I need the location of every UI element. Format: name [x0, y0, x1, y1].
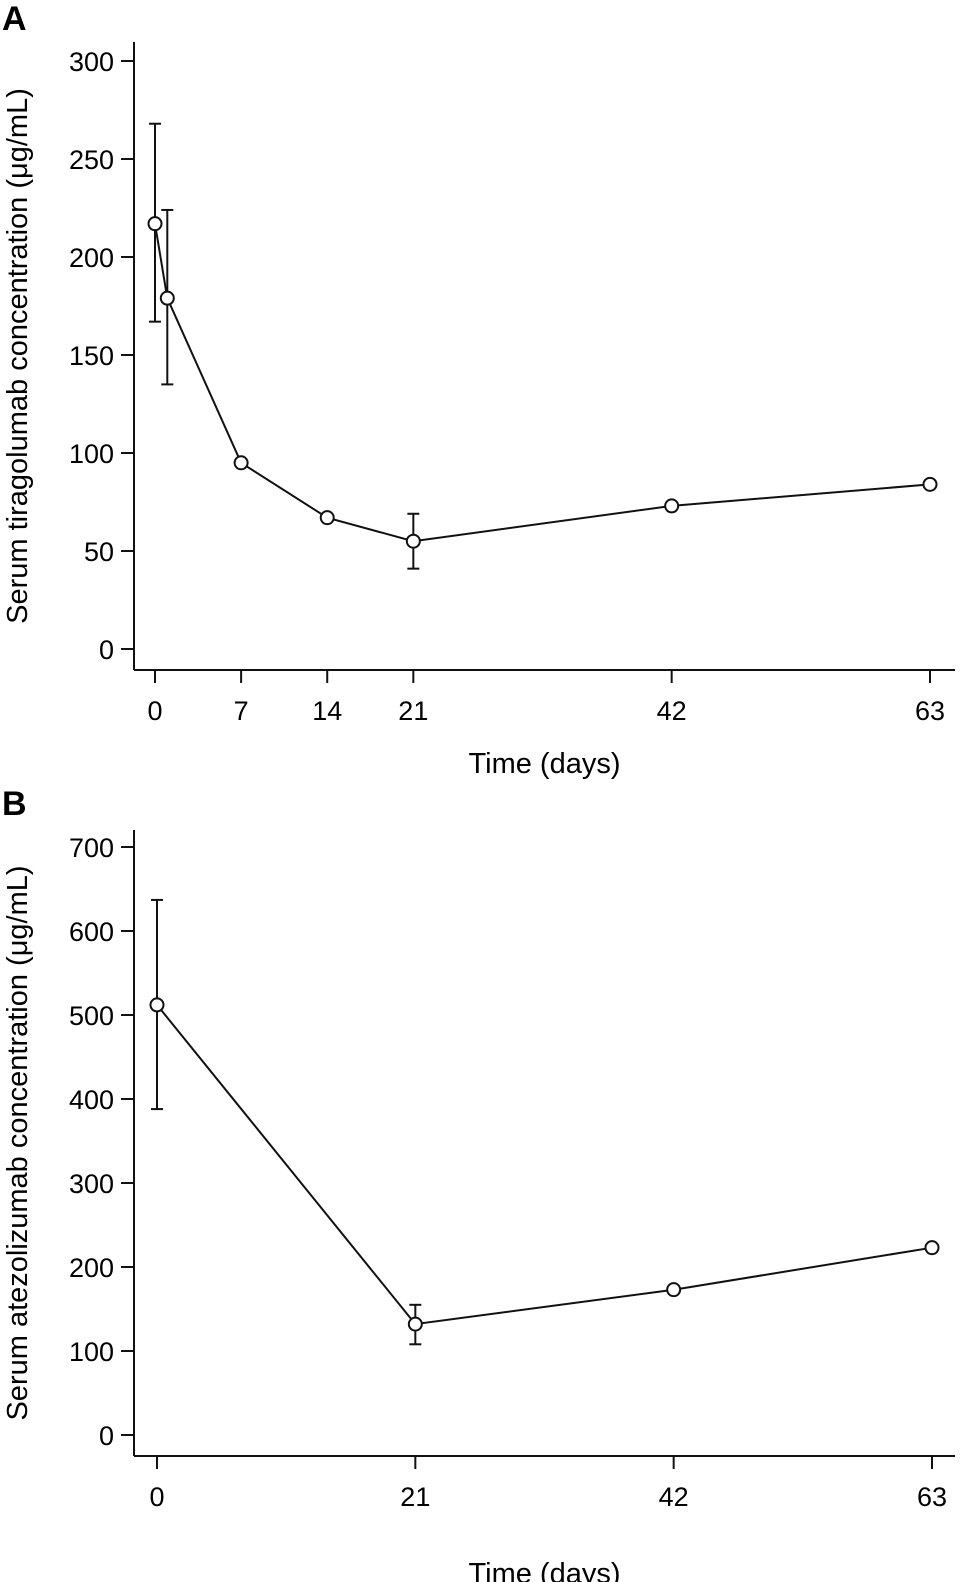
y-tick-label: 0 [99, 1421, 114, 1451]
y-tick-label: 100 [69, 1337, 114, 1367]
data-point [407, 1316, 423, 1332]
y-tick-label: 500 [69, 1001, 114, 1031]
panel-letter: A [2, 0, 27, 38]
series-line [154, 223, 931, 543]
x-axis-title: Time (days) [469, 748, 621, 780]
x-tick-label: 63 [915, 696, 945, 726]
data-point [664, 498, 680, 514]
x-tick-label: 42 [659, 1482, 689, 1512]
x-axis-title: Time (days) [469, 1558, 621, 1582]
data-point [319, 510, 335, 526]
panel-a: A 0 50 100 150 200 250 300 0 7 14 21 42 63 Time (days)… [2, 0, 955, 780]
x-tick-label: 0 [149, 1482, 164, 1512]
x-tick-label: 21 [398, 696, 428, 726]
y-tick-label: 700 [69, 833, 114, 863]
y-tick-label: 600 [69, 917, 114, 947]
panel-b: B 0 100 200 300 400 500 600 700 0 21 42 63 Time (days… [2, 785, 955, 1582]
y-tick-label: 300 [69, 47, 114, 77]
y-tick-label: 300 [69, 1169, 114, 1199]
data-point [233, 455, 249, 471]
y-tick-label: 200 [69, 1253, 114, 1283]
x-tick-label: 21 [400, 1482, 430, 1512]
data-point [147, 216, 163, 232]
data-point [924, 1240, 940, 1256]
series-line [156, 1004, 933, 1326]
y-tick-label: 250 [69, 145, 114, 175]
data-point [666, 1282, 682, 1298]
y-tick-label: 100 [69, 439, 114, 469]
data-point [405, 533, 421, 549]
y-tick-label: 150 [69, 341, 114, 371]
y-tick-label: 50 [84, 537, 114, 567]
data-point [922, 476, 938, 492]
x-tick-label: 0 [147, 696, 162, 726]
y-tick-label: 200 [69, 243, 114, 273]
panel-letter: B [2, 785, 27, 823]
y-tick-label: 0 [99, 635, 114, 665]
x-tick-label: 14 [312, 696, 342, 726]
data-point [159, 290, 175, 306]
data-point [149, 997, 165, 1013]
x-tick-label: 42 [657, 696, 687, 726]
y-tick-label: 400 [69, 1085, 114, 1115]
y-axis-title: Serum tiragolumab concentration (μg/mL) [2, 88, 34, 624]
x-tick-label: 63 [917, 1482, 947, 1512]
y-axis-title: Serum atezolizumab concentration (μg/mL) [2, 865, 34, 1420]
x-tick-label: 7 [234, 696, 249, 726]
